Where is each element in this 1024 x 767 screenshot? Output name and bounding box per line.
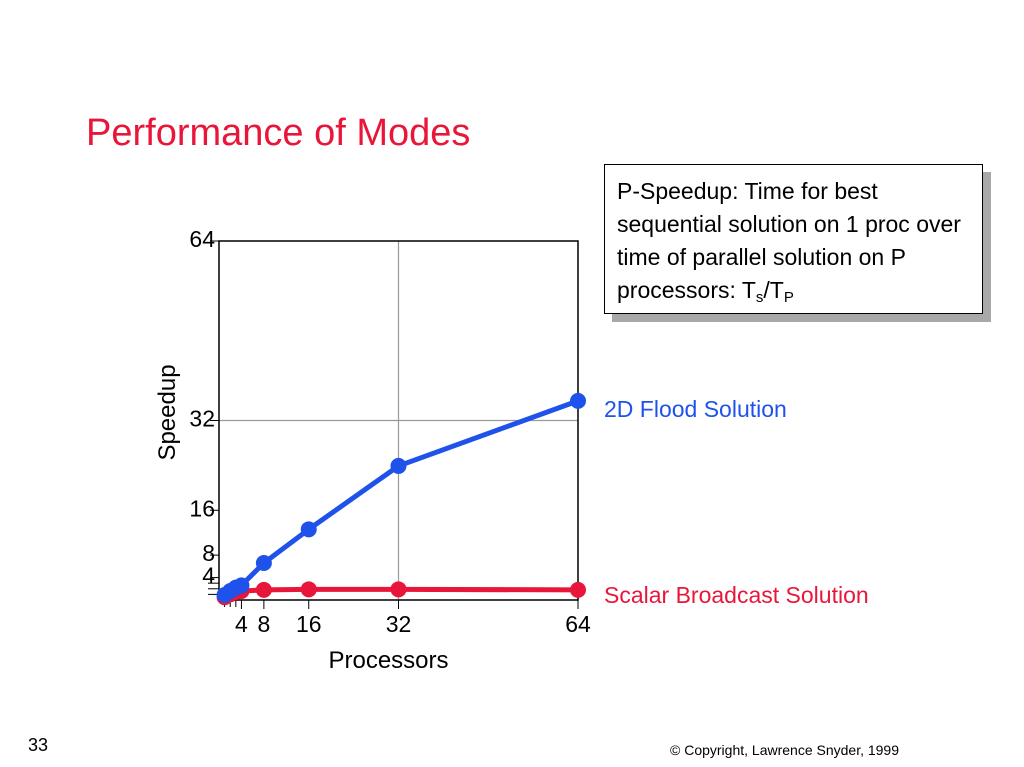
copyright-notice: © Copyright, Lawrence Snyder, 1999 (670, 742, 900, 758)
data-point-scalar (300, 581, 317, 598)
data-point-flood (233, 577, 250, 594)
series-label-flood: 2D Flood Solution (604, 396, 787, 422)
definition-box: P-Speedup: Time for best sequential solu… (604, 164, 983, 314)
definition-subscript-s: s (755, 289, 764, 306)
data-point-flood (570, 392, 586, 409)
data-point-scalar (570, 581, 586, 598)
data-point-flood (300, 521, 317, 538)
definition-subscript-p: P (783, 289, 794, 306)
series-line-flood (222, 398, 581, 598)
data-point-scalar (390, 581, 407, 598)
x-tick-label: 4 (235, 611, 248, 637)
y-axis-label: Speedup (154, 364, 181, 460)
definition-ratio-slash: /T (763, 277, 784, 303)
data-point-flood (255, 554, 272, 571)
x-tick-label: 32 (386, 611, 412, 637)
y-tick-label: 4 (202, 563, 215, 589)
x-tick-label: 64 (565, 611, 591, 637)
x-tick-label: 8 (257, 611, 270, 637)
series-label-scalar: Scalar Broadcast Solution (604, 582, 869, 608)
data-point-scalar (255, 581, 272, 598)
y-tick-label: 32 (189, 406, 215, 432)
definition-text: P-Speedup: Time for best sequential solu… (617, 178, 961, 303)
y-tick-label: 64 (189, 226, 215, 252)
slide-number: 33 (28, 735, 49, 755)
data-point-flood (390, 457, 407, 474)
y-tick-label: 16 (189, 495, 215, 521)
x-tick-label: 16 (296, 611, 322, 637)
slide-title: Performance of Modes (86, 112, 471, 154)
x-axis-label: Processors (328, 647, 448, 674)
y-tick-label: 8 (202, 540, 215, 566)
